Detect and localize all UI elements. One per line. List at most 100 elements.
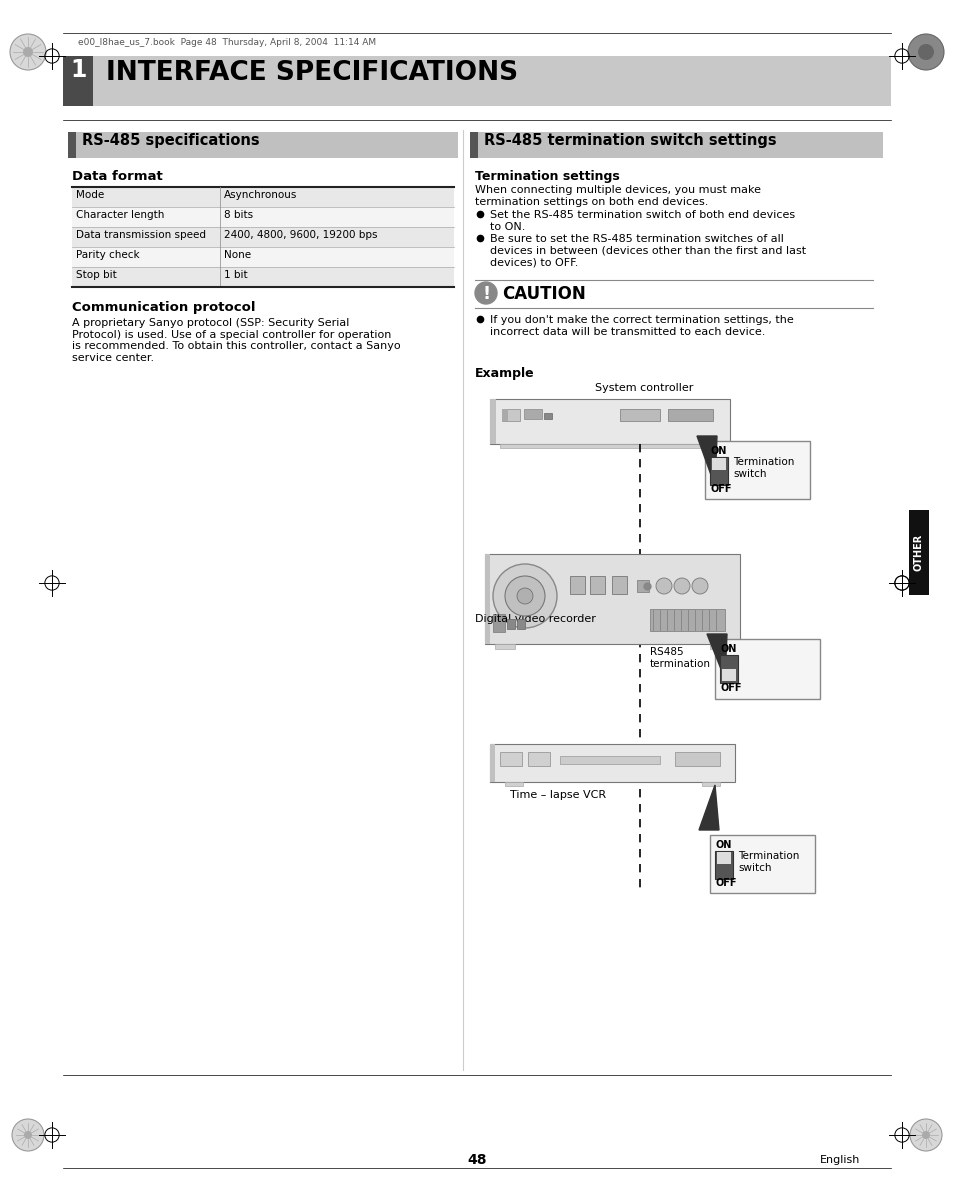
Text: When connecting multiple devices, you must make
termination settings on both end: When connecting multiple devices, you mu… [475,185,760,206]
Circle shape [917,44,933,60]
Circle shape [493,565,557,628]
Bar [504,782,522,786]
Text: 1 bit: 1 bit [224,270,248,280]
Circle shape [12,1120,44,1151]
Bar [71,247,454,267]
Text: e00_l8hae_us_7.book  Page 48  Thursday, April 8, 2004  11:14 AM: e00_l8hae_us_7.book Page 48 Thursday, Ap… [78,38,375,46]
Text: RS485
termination: RS485 termination [649,647,710,668]
Bar [68,132,457,158]
Text: ON: ON [716,840,732,850]
Text: ON: ON [710,445,726,456]
Circle shape [517,588,533,604]
Bar [490,744,734,782]
Text: INTERFACE SPECIFICATIONS: INTERFACE SPECIFICATIONS [106,60,517,86]
Text: Communication protocol: Communication protocol [71,301,255,314]
Text: RS-485 termination switch settings: RS-485 termination switch settings [483,133,776,148]
Text: Be sure to set the RS-485 termination switches of all
devices in between (device: Be sure to set the RS-485 termination sw… [490,233,805,267]
Bar [704,441,809,499]
Bar [612,576,626,594]
Bar [589,576,604,594]
Bar [493,615,504,632]
Bar [675,752,720,766]
Text: Termination settings: Termination settings [475,170,619,183]
Bar [484,554,740,644]
Bar [490,399,496,444]
Bar [71,207,454,227]
Bar [495,644,515,649]
Circle shape [24,1131,32,1139]
Text: OFF: OFF [716,878,737,888]
Bar [484,554,490,644]
Text: 2400, 4800, 9600, 19200 bps: 2400, 4800, 9600, 19200 bps [224,230,377,241]
Text: OTHER: OTHER [913,534,923,570]
Bar [506,619,515,629]
Text: 8 bits: 8 bits [224,210,253,220]
Text: Set the RS-485 termination switch of both end devices
to ON.: Set the RS-485 termination switch of bot… [490,210,794,231]
Text: Digital video recorder: Digital video recorder [475,615,596,624]
Text: Stop bit: Stop bit [76,270,116,280]
Bar [501,409,507,420]
Bar [470,132,477,158]
Text: 1: 1 [70,58,87,82]
Bar [490,399,729,444]
Bar [559,756,659,763]
Bar [714,852,732,879]
Text: CAUTION: CAUTION [501,285,585,303]
Bar [649,609,724,631]
Bar [701,782,720,786]
Bar [908,510,928,596]
Bar [71,227,454,247]
Text: A proprietary Sanyo protocol (SSP: Security Serial
Protocol) is used. Use of a s: A proprietary Sanyo protocol (SSP: Secur… [71,318,400,363]
Circle shape [907,35,943,70]
Text: Mode: Mode [76,191,104,200]
Circle shape [656,578,671,594]
Bar [721,669,735,681]
Bar [720,655,738,682]
Bar [68,132,76,158]
Bar [63,56,890,106]
Bar [709,457,727,485]
Bar [714,640,820,699]
Polygon shape [697,436,717,486]
Text: Character length: Character length [76,210,164,220]
Text: Data transmission speed: Data transmission speed [76,230,206,241]
Text: Termination
switch: Termination switch [738,852,799,873]
Bar [569,576,584,594]
Bar [619,409,659,420]
Polygon shape [706,634,726,679]
Text: 48: 48 [467,1153,486,1167]
Text: Data format: Data format [71,170,163,183]
Text: Asynchronous: Asynchronous [224,191,297,200]
Circle shape [10,35,46,70]
Text: OFF: OFF [720,682,741,693]
Bar [490,744,495,782]
Bar [637,580,648,592]
Text: ON: ON [720,644,737,654]
Bar [71,267,454,287]
Bar [63,56,92,106]
Circle shape [909,1120,941,1151]
Circle shape [504,576,544,616]
Text: System controller: System controller [595,384,693,393]
Circle shape [921,1131,929,1139]
Circle shape [475,282,497,304]
Bar [501,409,519,420]
Bar [499,444,720,448]
Text: Example: Example [475,367,534,380]
Circle shape [23,46,33,57]
Bar [717,852,730,863]
Circle shape [673,578,689,594]
Bar [543,413,552,419]
Bar [499,752,521,766]
Text: Termination
switch: Termination switch [732,457,794,479]
Bar [71,187,454,207]
Text: !: ! [482,285,491,303]
Bar [523,409,541,419]
Circle shape [691,578,707,594]
Text: Time – lapse VCR: Time – lapse VCR [510,790,605,800]
Text: RS-485 specifications: RS-485 specifications [82,133,259,148]
Bar [711,459,725,470]
Text: If you don't make the correct termination settings, the
incorrect data will be t: If you don't make the correct terminatio… [490,314,793,337]
Bar [517,619,524,629]
Bar [667,409,712,420]
